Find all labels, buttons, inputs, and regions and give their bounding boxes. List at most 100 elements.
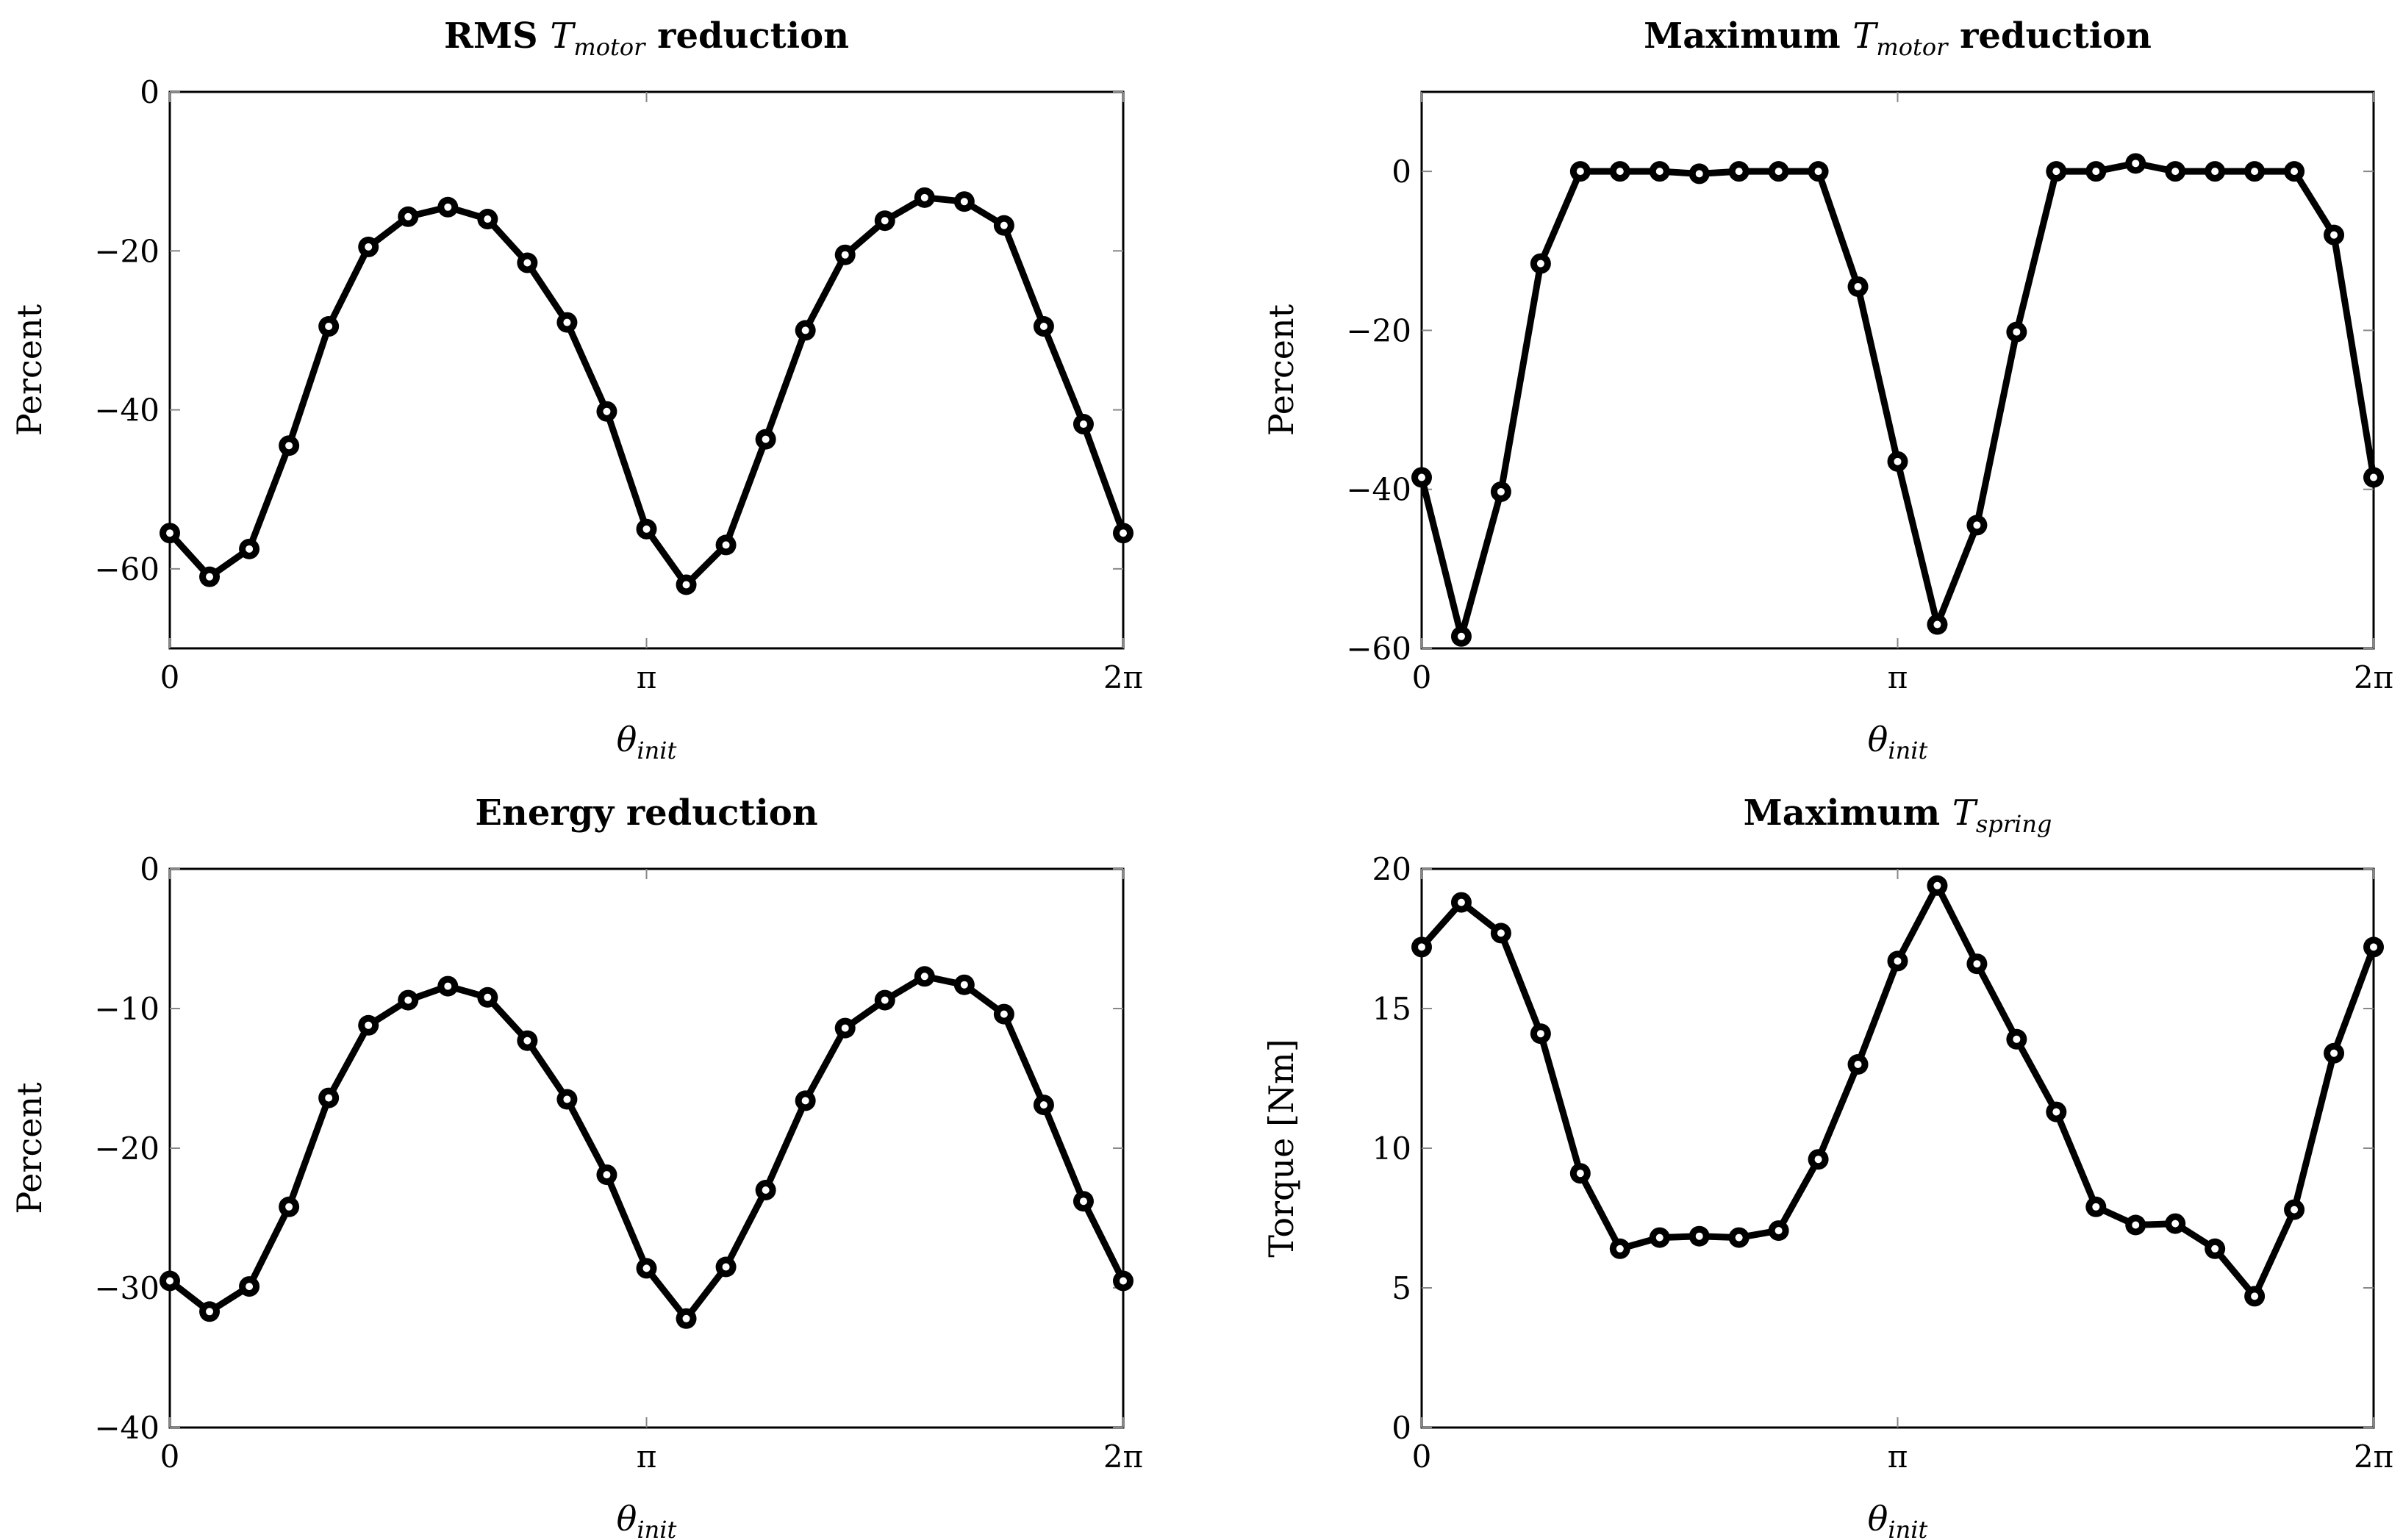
chart-title-part: T: [550, 15, 576, 57]
data-point: [2085, 1196, 2107, 1217]
x-tick-label: 0: [160, 659, 180, 695]
data-point: [1490, 481, 1511, 502]
data-point-hole: [484, 215, 492, 223]
data-point-hole: [246, 1283, 254, 1291]
data-point-hole: [404, 212, 412, 221]
data-point-hole: [206, 1308, 214, 1316]
y-axis-label: Torque [Nm]: [1261, 1039, 1301, 1257]
y-tick-label: 15: [1372, 991, 1411, 1027]
data-point-hole: [1695, 1232, 1703, 1240]
data-point: [1728, 1227, 1750, 1248]
x-axis-label-part: init: [1888, 737, 1927, 764]
data-point-hole: [1894, 457, 1902, 465]
data-point-hole: [563, 1095, 571, 1103]
data-point-hole: [2291, 168, 2299, 176]
data-point-hole: [1894, 957, 1902, 965]
data-point-hole: [1775, 168, 1783, 176]
data-point: [2205, 1238, 2226, 1259]
series-line: [1418, 882, 2377, 1300]
data-point: [2205, 161, 2226, 182]
data-point-hole: [2013, 1035, 2021, 1043]
data-point-hole: [1814, 168, 1822, 176]
data-point: [993, 1003, 1014, 1025]
data-point: [477, 986, 498, 1008]
data-point-hole: [2052, 168, 2060, 176]
data-point-hole: [2092, 1203, 2100, 1211]
data-point-hole: [1418, 943, 1425, 951]
data-point: [1490, 923, 1511, 944]
data-point-hole: [1576, 168, 1584, 176]
y-tick-label: −10: [94, 991, 160, 1027]
x-axis-label-part: θ: [617, 720, 637, 759]
data-point-hole: [285, 1203, 293, 1211]
data-point: [398, 989, 419, 1011]
data-point-hole: [603, 407, 611, 415]
y-tick-label: −40: [94, 393, 160, 429]
data-point: [239, 1276, 260, 1297]
y-tick-label: 0: [140, 851, 160, 887]
data-point: [2006, 1028, 2027, 1050]
data-point-hole: [444, 203, 452, 211]
data-point-hole: [1039, 323, 1047, 331]
data-point: [914, 187, 935, 208]
data-point: [874, 989, 895, 1011]
data-point: [199, 566, 221, 587]
data-point: [358, 1014, 379, 1036]
data-point: [795, 1090, 816, 1111]
data-point-hole: [1616, 1244, 1624, 1253]
data-point: [755, 429, 776, 450]
data-point-hole: [523, 1036, 531, 1045]
data-point: [1530, 1023, 1551, 1045]
data-point-hole: [484, 993, 492, 1001]
chart-title-part: reduction: [645, 15, 849, 57]
data-point: [834, 244, 856, 265]
x-axis-label-part: θ: [617, 1499, 637, 1539]
x-tick-label: 2π: [1103, 1439, 1143, 1475]
x-axis-label: θinit: [1868, 720, 1928, 764]
chart-panel-1: RMS Tmotor reduction 0 −20 −40 −60 0 π 2π θinit P…: [10, 15, 1143, 764]
data-point: [2046, 1101, 2067, 1122]
data-point: [636, 518, 657, 540]
x-tick-label: π: [1888, 659, 1908, 695]
data-point-hole: [325, 1094, 333, 1102]
data-point: [1450, 892, 1472, 913]
data-point-hole: [1079, 420, 1087, 429]
data-point-hole: [1497, 929, 1505, 937]
data-point-hole: [603, 1171, 611, 1179]
data-point-hole: [1695, 170, 1703, 178]
x-axis-label-part: init: [637, 1516, 676, 1540]
data-point: [715, 534, 737, 556]
data-point-hole: [2092, 168, 2100, 176]
data-point: [1113, 1270, 1134, 1292]
data-point-hole: [960, 198, 968, 206]
y-tick-label: 10: [1372, 1131, 1411, 1167]
data-point-hole: [1854, 282, 1862, 290]
x-tick-label: 0: [160, 1439, 180, 1475]
data-point-hole: [166, 529, 173, 537]
data-point: [2363, 936, 2384, 958]
data-point: [1649, 161, 1670, 182]
data-point: [676, 574, 697, 595]
data-point: [1808, 161, 1829, 182]
data-point-hole: [881, 996, 889, 1004]
data-point-hole: [801, 326, 809, 334]
data-point: [279, 435, 300, 456]
data-point-hole: [1000, 221, 1008, 229]
data-point: [556, 312, 578, 333]
x-tick-label: π: [637, 659, 657, 695]
x-tick-label: 0: [1412, 1439, 1432, 1475]
data-point: [1033, 1095, 1054, 1116]
data-point-hole: [1457, 632, 1465, 640]
data-point-hole: [2330, 1049, 2338, 1057]
chart-title-part: Maximum: [1744, 792, 1952, 834]
data-point: [1768, 1220, 1789, 1242]
data-point-hole: [920, 193, 928, 201]
data-point: [1609, 161, 1630, 182]
data-point: [993, 215, 1014, 236]
data-point: [1966, 515, 1988, 536]
chart-title-part: motor: [573, 33, 646, 61]
y-tick-label: −30: [94, 1270, 160, 1306]
data-point-hole: [1120, 1277, 1127, 1285]
chart-title-part: Maximum: [1644, 15, 1852, 57]
data-point-hole: [1576, 1170, 1584, 1178]
